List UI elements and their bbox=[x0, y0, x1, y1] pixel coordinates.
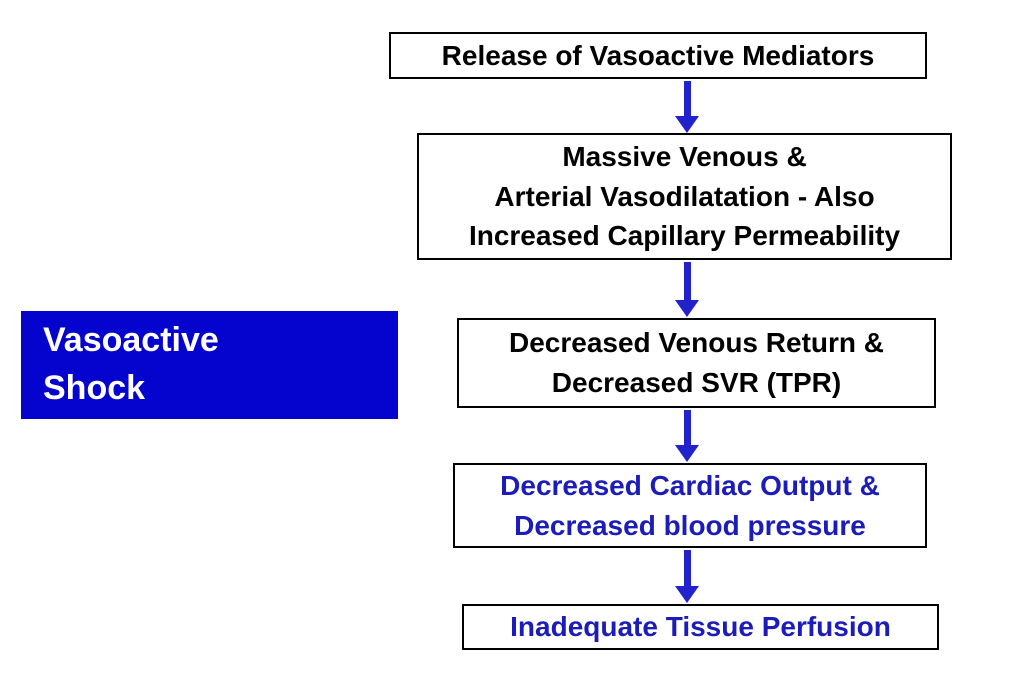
flow-node-text: Decreased SVR (TPR) bbox=[551, 367, 842, 398]
arrow-head-icon bbox=[675, 445, 699, 462]
flow-node-text: Decreased Venous Return & bbox=[508, 327, 885, 359]
arrow-shaft bbox=[683, 81, 691, 116]
flow-node-text: Increased Capillary Permeability bbox=[468, 220, 901, 252]
flow-node-text: Inadequate Tissue Perfusion bbox=[510, 611, 891, 643]
flow-arrow-down-1 bbox=[675, 81, 699, 133]
flow-arrow-down-4 bbox=[675, 550, 699, 603]
title-label-vasoactive-shock: Vasoactive Shock bbox=[21, 311, 398, 419]
arrow-head-icon bbox=[675, 586, 699, 603]
flow-node-inadequate-tissue-perfusion: Inadequate Tissue Perfusion bbox=[462, 604, 939, 650]
flow-node-text: Arterial Vasodilatation - Also bbox=[494, 180, 875, 212]
arrow-head-icon bbox=[675, 116, 699, 133]
flow-arrow-down-3 bbox=[675, 410, 699, 462]
arrow-head-icon bbox=[675, 300, 699, 317]
title-label-line: Vasoactive bbox=[43, 321, 219, 360]
flow-arrow-down-2 bbox=[675, 262, 699, 317]
flow-node-text: Massive Venous & bbox=[562, 140, 807, 172]
arrow-shaft bbox=[683, 410, 691, 445]
arrow-shaft bbox=[683, 262, 691, 300]
flow-node-text: Release of Vasoactive Mediators bbox=[441, 39, 875, 71]
arrow-shaft bbox=[683, 550, 691, 586]
flow-node-text: Decreased Cardiac Output & bbox=[500, 469, 880, 501]
flow-node-decreased-venous-return: Decreased Venous Return & Decreased SVR … bbox=[457, 318, 936, 408]
flow-node-massive-vasodilatation: Massive Venous & Arterial Vasodilatation… bbox=[417, 133, 952, 260]
flow-node-text: Decreased blood pressure bbox=[514, 509, 866, 541]
title-label-line: Shock bbox=[43, 369, 146, 407]
flow-node-decreased-cardiac-output: Decreased Cardiac Output & Decreased blo… bbox=[453, 463, 927, 548]
flow-node-release-of-vasoactive-mediators: Release of Vasoactive Mediators bbox=[389, 32, 927, 79]
